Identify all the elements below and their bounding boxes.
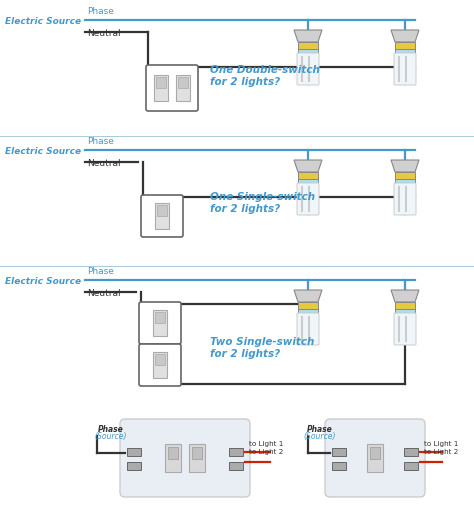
Text: Phase: Phase	[87, 267, 114, 276]
Bar	[127, 462, 141, 470]
Text: Phase: Phase	[87, 137, 114, 146]
FancyBboxPatch shape	[297, 183, 319, 215]
FancyBboxPatch shape	[325, 419, 425, 497]
Polygon shape	[391, 290, 419, 302]
Text: Neutral: Neutral	[87, 288, 120, 298]
Bar	[395, 42, 415, 49]
FancyBboxPatch shape	[141, 195, 183, 237]
Bar	[157, 205, 167, 216]
Bar	[229, 462, 243, 470]
FancyBboxPatch shape	[297, 313, 319, 345]
FancyBboxPatch shape	[139, 302, 181, 344]
Bar	[127, 448, 141, 456]
FancyBboxPatch shape	[139, 344, 181, 386]
Text: to Light 2: to Light 2	[249, 449, 283, 455]
Bar	[155, 203, 169, 229]
FancyBboxPatch shape	[394, 183, 416, 215]
Bar	[229, 448, 243, 456]
FancyBboxPatch shape	[297, 53, 319, 85]
Bar	[298, 302, 318, 309]
Text: Phase: Phase	[307, 425, 333, 434]
Bar	[156, 77, 166, 88]
Bar	[298, 179, 318, 184]
FancyBboxPatch shape	[394, 53, 416, 85]
Polygon shape	[294, 290, 322, 302]
Bar	[155, 354, 165, 365]
Bar	[395, 172, 415, 179]
Bar	[395, 309, 415, 314]
Text: (Source): (Source)	[304, 432, 336, 441]
Text: Neutral: Neutral	[87, 159, 120, 168]
Bar	[176, 75, 190, 101]
Text: to Light 1: to Light 1	[249, 441, 283, 447]
Text: Electric Source: Electric Source	[5, 16, 81, 26]
Bar	[370, 447, 380, 459]
Bar	[298, 42, 318, 49]
Bar	[168, 447, 178, 459]
FancyBboxPatch shape	[146, 65, 198, 111]
Polygon shape	[391, 160, 419, 172]
Text: Phase: Phase	[87, 7, 114, 16]
Bar	[192, 447, 202, 459]
Bar	[367, 444, 383, 472]
Text: to Light 2: to Light 2	[424, 449, 458, 455]
Text: Phase: Phase	[98, 425, 124, 434]
Text: Electric Source: Electric Source	[5, 277, 81, 286]
Text: Neutral: Neutral	[87, 29, 120, 37]
Bar	[332, 448, 346, 456]
Bar	[154, 75, 168, 101]
Polygon shape	[294, 30, 322, 42]
Bar	[395, 49, 415, 54]
Text: to Light 1: to Light 1	[424, 441, 458, 447]
Polygon shape	[294, 160, 322, 172]
Polygon shape	[391, 30, 419, 42]
Bar	[395, 179, 415, 184]
Bar	[153, 310, 167, 336]
Bar	[165, 444, 181, 472]
Bar	[298, 309, 318, 314]
Text: Two Single-switch
for 2 lights?: Two Single-switch for 2 lights?	[210, 337, 314, 359]
Bar	[155, 312, 165, 323]
Text: Electric Source: Electric Source	[5, 147, 81, 155]
Bar	[178, 77, 188, 88]
Bar	[332, 462, 346, 470]
Bar	[395, 302, 415, 309]
Bar	[404, 448, 418, 456]
Text: (Source): (Source)	[95, 432, 127, 441]
Bar	[153, 352, 167, 378]
Text: One Double-switch
for 2 lights?: One Double-switch for 2 lights?	[210, 65, 320, 87]
Bar	[298, 49, 318, 54]
Bar	[298, 172, 318, 179]
Bar	[404, 462, 418, 470]
Text: One Single-switch
for 2 lights?: One Single-switch for 2 lights?	[210, 192, 315, 214]
Bar	[189, 444, 205, 472]
FancyBboxPatch shape	[394, 313, 416, 345]
FancyBboxPatch shape	[120, 419, 250, 497]
